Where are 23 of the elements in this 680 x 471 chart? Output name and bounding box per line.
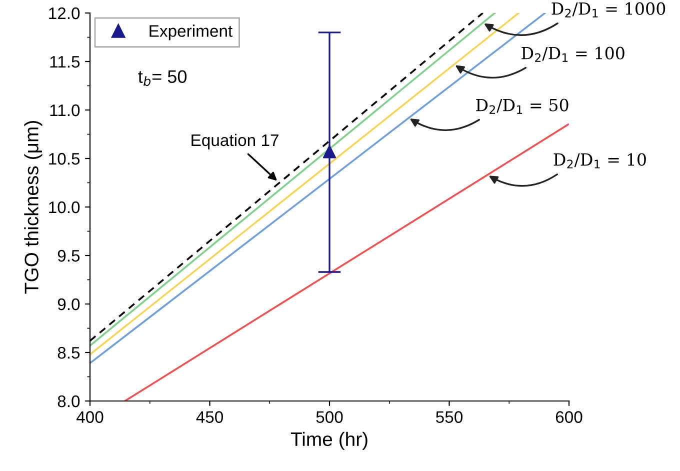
y-tick-label: 10.5 bbox=[49, 152, 80, 165]
annotation: D$_{2}$/D$_{1}$ = 100 bbox=[522, 46, 624, 62]
y-tick-label: 11.5 bbox=[50, 56, 80, 68]
y-tick-label: 8.0 bbox=[58, 395, 80, 408]
annotation: Equation 17 bbox=[192, 134, 278, 150]
annotation: D$_{2}$/D$_{1}$ = 50 bbox=[476, 98, 568, 114]
x-tick-label: 550 bbox=[436, 411, 463, 423]
annotation: D$_{2}$/D$_{1}$ = 10 bbox=[554, 153, 646, 168]
legend-label: Experiment bbox=[150, 24, 233, 40]
annotation: D$_{2}$/D$_{1}$ = 1000 bbox=[552, 2, 666, 18]
y-tick-label: 8.5 bbox=[58, 346, 80, 359]
y-tick-label: 9.0 bbox=[58, 298, 80, 310]
y-tick-label: 12.0 bbox=[49, 7, 80, 20]
y-tick-label: 11.0 bbox=[50, 104, 80, 116]
annotation: t$_{b}$= 50 bbox=[138, 70, 187, 86]
x-tick-label: 400 bbox=[76, 411, 104, 423]
x-tick-label: 500 bbox=[316, 411, 343, 423]
x-tick-label: 450 bbox=[196, 411, 224, 423]
y-tick-label: 9.5 bbox=[58, 250, 80, 262]
y-axis-title: TGO thickness (μm) bbox=[24, 121, 42, 294]
x-tick-label: 600 bbox=[556, 411, 582, 423]
x-axis-title: Time (hr) bbox=[290, 432, 368, 450]
y-tick-label: 10.0 bbox=[49, 201, 80, 214]
